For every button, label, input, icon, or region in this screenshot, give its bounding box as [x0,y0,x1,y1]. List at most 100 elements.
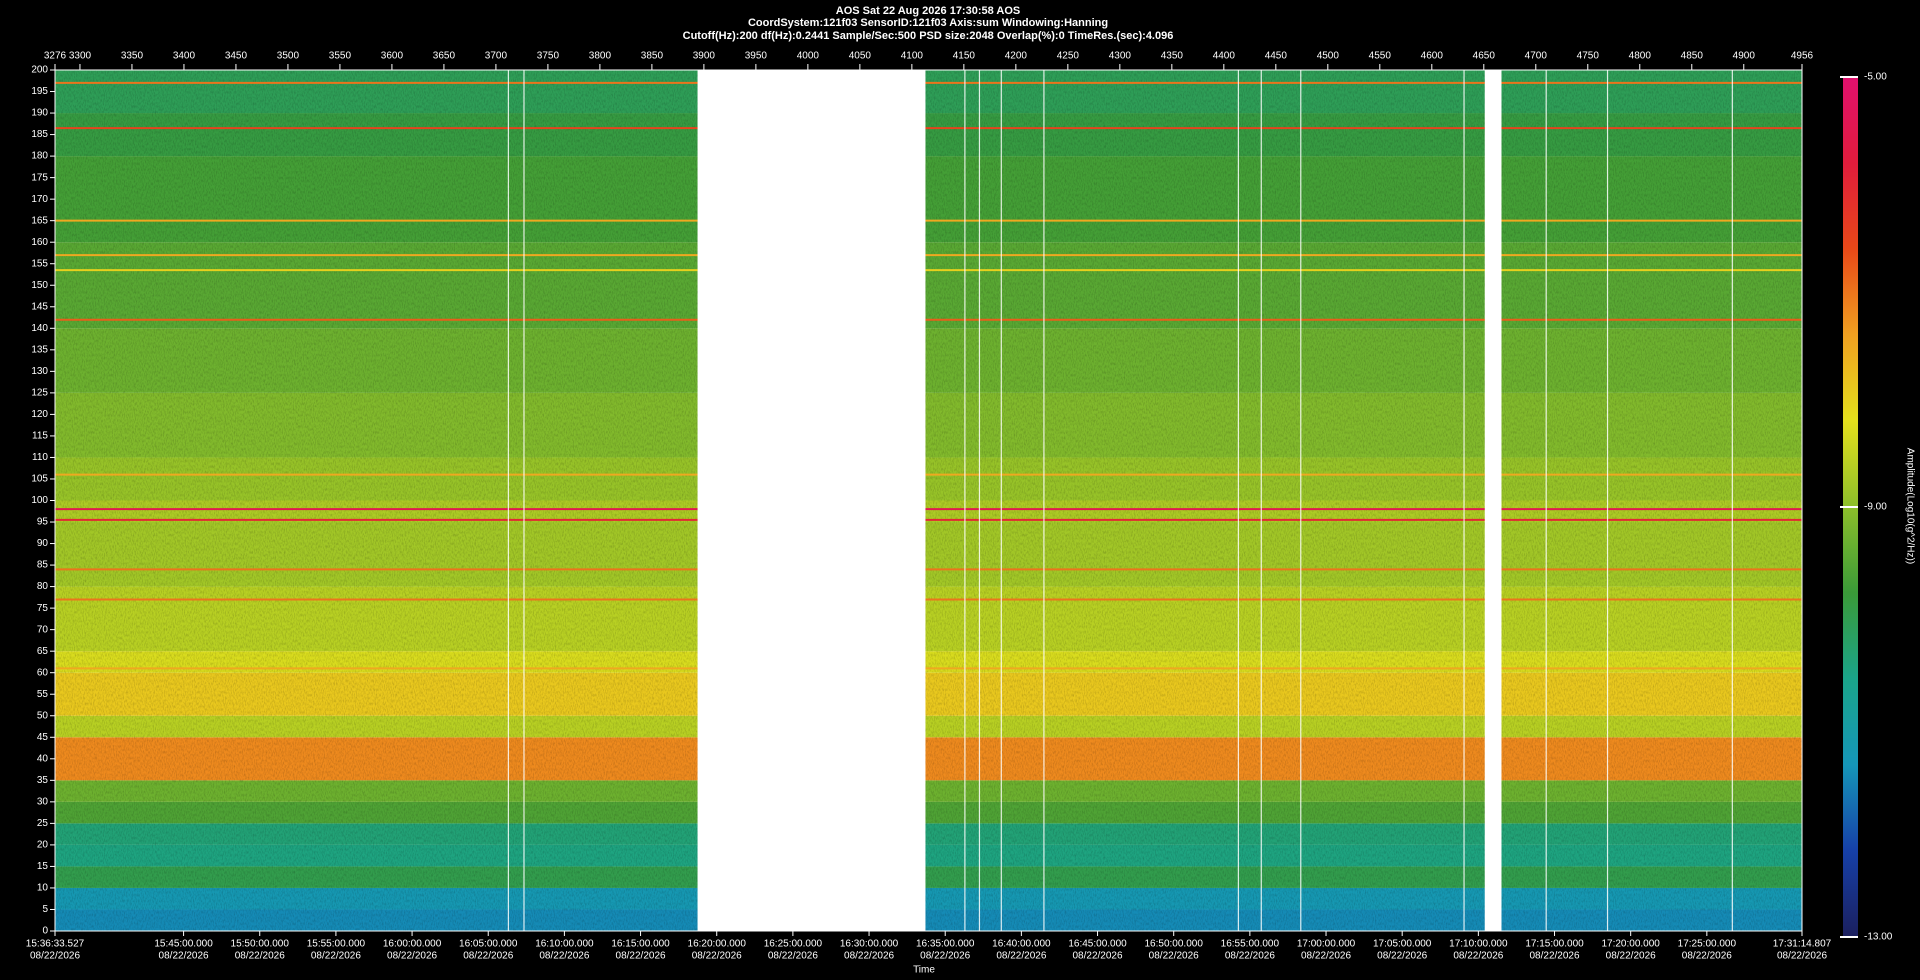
y-tick-label: 180 [31,151,48,162]
x-tick-label: 4050 [849,51,872,62]
time-tick-date: 08/22/2026 [692,951,742,962]
y-tick-label: 100 [31,495,48,506]
data-gap [1484,70,1502,931]
colorbar-tick-label: -5.00 [1864,72,1887,83]
y-tick-label: 10 [37,883,49,894]
time-tick-date: 08/22/2026 [616,951,666,962]
time-tick-date: 08/22/2026 [768,951,818,962]
x-tick-label: 4500 [1317,51,1340,62]
time-tick-label: 16:15:00.000 [611,939,670,950]
time-tick-date: 08/22/2026 [311,951,361,962]
y-tick-label: 140 [31,323,48,334]
y-tick-label: 70 [37,624,49,635]
y-tick-label: 40 [37,753,49,764]
y-tick-label: 165 [31,215,48,226]
x-tick-label: 3800 [589,51,612,62]
time-tick-label: 16:40:00.000 [992,939,1051,950]
y-tick-label: 30 [37,796,49,807]
time-tick-date: 08/22/2026 [387,951,437,962]
x-tick-label: 4000 [797,51,820,62]
y-tick-label: 125 [31,388,48,399]
y-tick-label: 35 [37,775,49,786]
y-tick-label: 115 [32,431,48,442]
x-tick-label: 3500 [277,51,300,62]
y-tick-label: 15 [37,861,49,872]
x-tick-label: 4300 [1109,51,1132,62]
y-tick-label: 95 [37,517,49,528]
x-tick-label: 3850 [641,51,664,62]
y-tick-label: 155 [31,258,48,269]
time-tick-date: 08/22/2026 [844,951,894,962]
x-tick-label: 3750 [537,51,560,62]
time-tick-date: 08/22/2026 [920,951,970,962]
time-tick-label: 15:36:33.527 [26,939,85,950]
time-tick-date: 08/22/2026 [1777,951,1827,962]
time-tick-label: 16:25:00.000 [764,939,823,950]
x-tick-label: 4850 [1681,51,1704,62]
x-tick-label: 3600 [381,51,404,62]
x-tick-label: 3300 [69,51,92,62]
y-tick-label: 25 [37,818,49,829]
y-tick-label: 130 [31,366,48,377]
texture [1501,70,1802,931]
time-tick-label: 17:15:00.000 [1525,939,1584,950]
x-tick-label: 3450 [225,51,248,62]
y-tick-label: 45 [37,732,49,743]
y-tick-label: 145 [31,301,48,312]
y-tick-label: 80 [37,581,49,592]
y-tick-label: 135 [31,344,48,355]
x-tick-label: 4800 [1629,51,1652,62]
x-tick-label: 3900 [693,51,716,62]
time-tick-date: 08/22/2026 [1453,951,1503,962]
time-tick-date: 08/22/2026 [159,951,209,962]
x-tick-label: 4250 [1057,51,1080,62]
y-tick-label: 150 [31,280,48,291]
x-tick-label: 3350 [121,51,144,62]
y-tick-label: 20 [37,840,49,851]
x-tick-label: 4900 [1733,51,1756,62]
x-tick-label: 4600 [1421,51,1444,62]
data-gap [697,70,926,931]
time-tick-label: 15:55:00.000 [307,939,366,950]
colorbar-tick-label: -13.00 [1864,932,1893,943]
x-tick-label: 4700 [1525,51,1548,62]
time-tick-label: 17:25:00.000 [1678,939,1737,950]
time-tick-date: 08/22/2026 [463,951,513,962]
x-tick-label: 4400 [1213,51,1236,62]
time-tick-date: 08/22/2026 [1301,951,1351,962]
x-tick-label: 3550 [329,51,352,62]
time-tick-label: 17:00:00.000 [1297,939,1356,950]
time-tick-date: 08/22/2026 [1606,951,1656,962]
time-tick-label: 17:20:00.000 [1601,939,1660,950]
time-tick-label: 16:05:00.000 [459,939,518,950]
time-tick-date: 08/22/2026 [1529,951,1579,962]
time-tick-date: 08/22/2026 [235,951,285,962]
y-tick-label: 190 [31,108,48,119]
x-tick-label: 3700 [485,51,508,62]
y-tick-label: 65 [37,646,49,657]
time-tick-label: 16:20:00.000 [688,939,747,950]
texture [55,70,698,931]
time-tick-label: 16:00:00.000 [383,939,442,950]
x-tick-label: 4956 [1791,51,1814,62]
time-tick-label: 17:31:14.807 [1773,939,1832,950]
x-tick-label: 4100 [901,51,924,62]
time-tick-label: 16:30:00.000 [840,939,899,950]
y-tick-label: 170 [31,194,48,205]
x-tick-label: 4550 [1369,51,1392,62]
x-tick-label: 3950 [745,51,768,62]
y-tick-label: 50 [37,710,49,721]
y-tick-label: 120 [31,409,48,420]
y-tick-label: 90 [37,538,49,549]
x-tick-label: 4750 [1577,51,1600,62]
y-tick-label: 55 [37,689,49,700]
x-tick-label: 4450 [1265,51,1288,62]
x-axis-title: Time [913,965,935,976]
time-tick-label: 16:45:00.000 [1068,939,1127,950]
time-tick-label: 16:10:00.000 [535,939,594,950]
time-tick-date: 08/22/2026 [996,951,1046,962]
x-tick-label: 4350 [1161,51,1184,62]
time-tick-label: 16:35:00.000 [916,939,975,950]
x-tick-label: 3276 [44,51,67,62]
